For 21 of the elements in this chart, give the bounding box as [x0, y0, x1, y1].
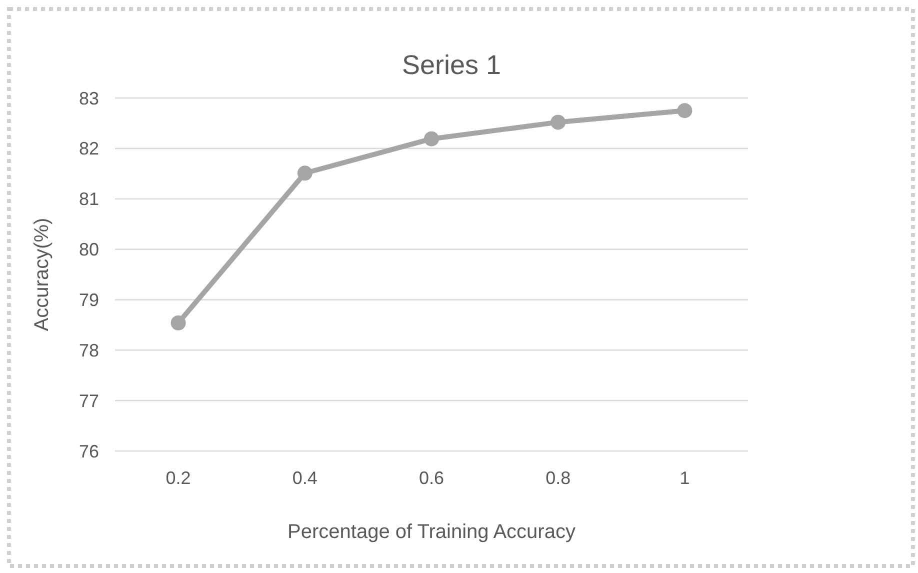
point [297, 166, 312, 181]
point [677, 103, 692, 118]
y-tick-label: 78 [78, 340, 99, 360]
point [550, 114, 566, 130]
x-axis-title: Percentage of Training Accuracy [288, 521, 576, 543]
y-tick-label: 81 [78, 189, 99, 210]
point [424, 131, 439, 146]
x-tick-label: 1 [680, 468, 690, 488]
point [170, 315, 186, 330]
y-tick-label: 83 [78, 88, 99, 108]
y-axis-title: Accuracy(%) [31, 218, 53, 332]
chart-title: Series 1 [402, 50, 502, 80]
x-tick-label: 0.2 [166, 468, 191, 488]
y-tick-label: 79 [78, 290, 99, 310]
y-tick-label: 76 [78, 441, 99, 462]
x-tick-label: 0.8 [546, 468, 571, 488]
x-tick-label: 0.6 [418, 468, 444, 488]
y-tick-label: 82 [78, 138, 99, 159]
y-tick-label: 77 [78, 390, 99, 411]
x-tick-label: 0.4 [292, 468, 318, 488]
y-tick-label: 80 [78, 240, 99, 260]
